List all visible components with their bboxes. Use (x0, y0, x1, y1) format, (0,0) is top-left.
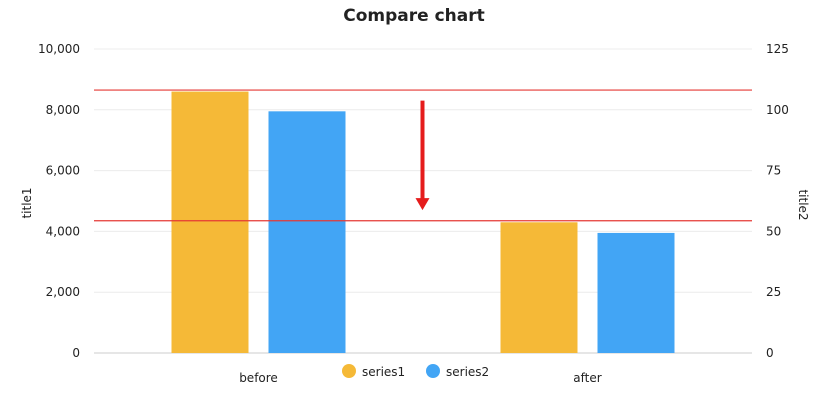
down-arrow (415, 100, 430, 211)
bars (171, 91, 675, 353)
bar-series1-before (171, 91, 249, 353)
bar-series2-after (597, 232, 675, 353)
right-tick-label: 25 (766, 285, 781, 299)
legend-marker-series1 (342, 364, 356, 378)
left-tick-label: 10,000 (38, 42, 80, 56)
right-axis-title: title2 (796, 189, 810, 220)
left-tick-label: 0 (72, 346, 80, 360)
right-tick-label: 50 (766, 224, 781, 238)
arrow-head (415, 198, 430, 211)
legend-marker-series2 (426, 364, 440, 378)
chart-title: Compare chart (343, 6, 485, 26)
right-tick-label: 75 (766, 164, 781, 178)
left-tick-label: 2,000 (46, 285, 80, 299)
right-axis-ticks: 0 25 50 75 100 125 (766, 42, 789, 360)
x-tick-label: before (239, 371, 278, 385)
right-tick-label: 100 (766, 103, 789, 117)
legend-label-series2: series2 (446, 365, 489, 379)
bar-series1-after (500, 222, 578, 353)
x-tick-label: after (573, 371, 601, 385)
left-tick-label: 4,000 (46, 224, 80, 238)
right-tick-label: 125 (766, 42, 789, 56)
legend: series1 series2 (342, 364, 489, 379)
x-axis-ticks: before after (239, 371, 602, 385)
left-tick-label: 8,000 (46, 103, 80, 117)
bar-series2-before (268, 111, 346, 353)
left-axis-title: title1 (20, 187, 34, 218)
right-tick-label: 0 (766, 346, 774, 360)
left-axis-ticks: 0 2,000 4,000 6,000 8,000 10,000 (38, 42, 80, 360)
reference-lines (94, 89, 752, 222)
left-tick-label: 6,000 (46, 164, 80, 178)
legend-label-series1: series1 (362, 365, 405, 379)
